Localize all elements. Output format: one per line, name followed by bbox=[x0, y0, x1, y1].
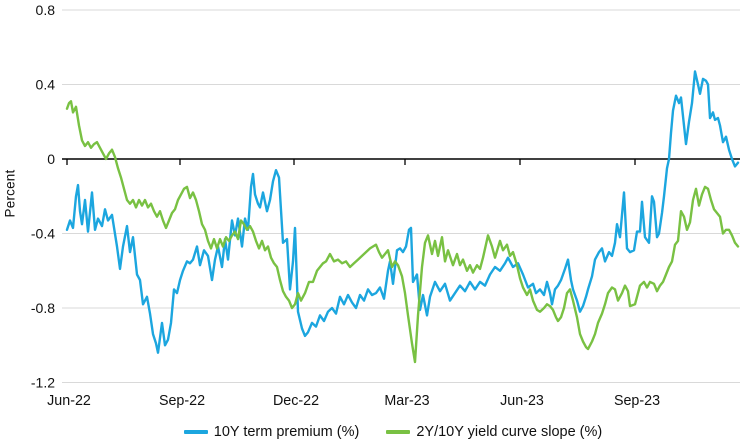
legend-swatch-blue-line bbox=[183, 430, 208, 434]
svg-text:Jun-22: Jun-22 bbox=[47, 393, 91, 409]
svg-text:0: 0 bbox=[47, 151, 55, 167]
svg-text:0.4: 0.4 bbox=[36, 77, 56, 93]
legend: 10Y term premium (%) 2Y/10Y yield curve … bbox=[46, 424, 740, 440]
legend-swatch-green-line bbox=[386, 430, 411, 434]
svg-text:-0.4: -0.4 bbox=[31, 226, 55, 242]
legend-label: 10Y term premium (%) bbox=[213, 424, 360, 440]
svg-text:Sep-23: Sep-23 bbox=[614, 393, 660, 409]
svg-text:-0.8: -0.8 bbox=[31, 300, 55, 316]
line-chart-canvas: 0.8 0.4 0 -0.4 -0.8 -1.2 Jun-22 Sep-22 Dec-22 Mar… bbox=[31, 2, 740, 409]
legend-label: 2Y/10Y yield curve slope (%) bbox=[416, 424, 603, 440]
svg-text:Dec-22: Dec-22 bbox=[273, 393, 319, 409]
svg-text:-1.2: -1.2 bbox=[31, 375, 55, 391]
legend-item-2y10y-slope: 2Y/10Y yield curve slope (%) bbox=[386, 424, 602, 440]
svg-text:Mar-23: Mar-23 bbox=[384, 393, 429, 409]
svg-text:Jun-23: Jun-23 bbox=[500, 393, 544, 409]
y-axis-title: Percent bbox=[2, 169, 18, 218]
svg-text:Sep-22: Sep-22 bbox=[159, 393, 205, 409]
svg-text:0.8: 0.8 bbox=[36, 2, 56, 18]
legend-item-10y-term-premium: 10Y term premium (%) bbox=[183, 424, 360, 440]
